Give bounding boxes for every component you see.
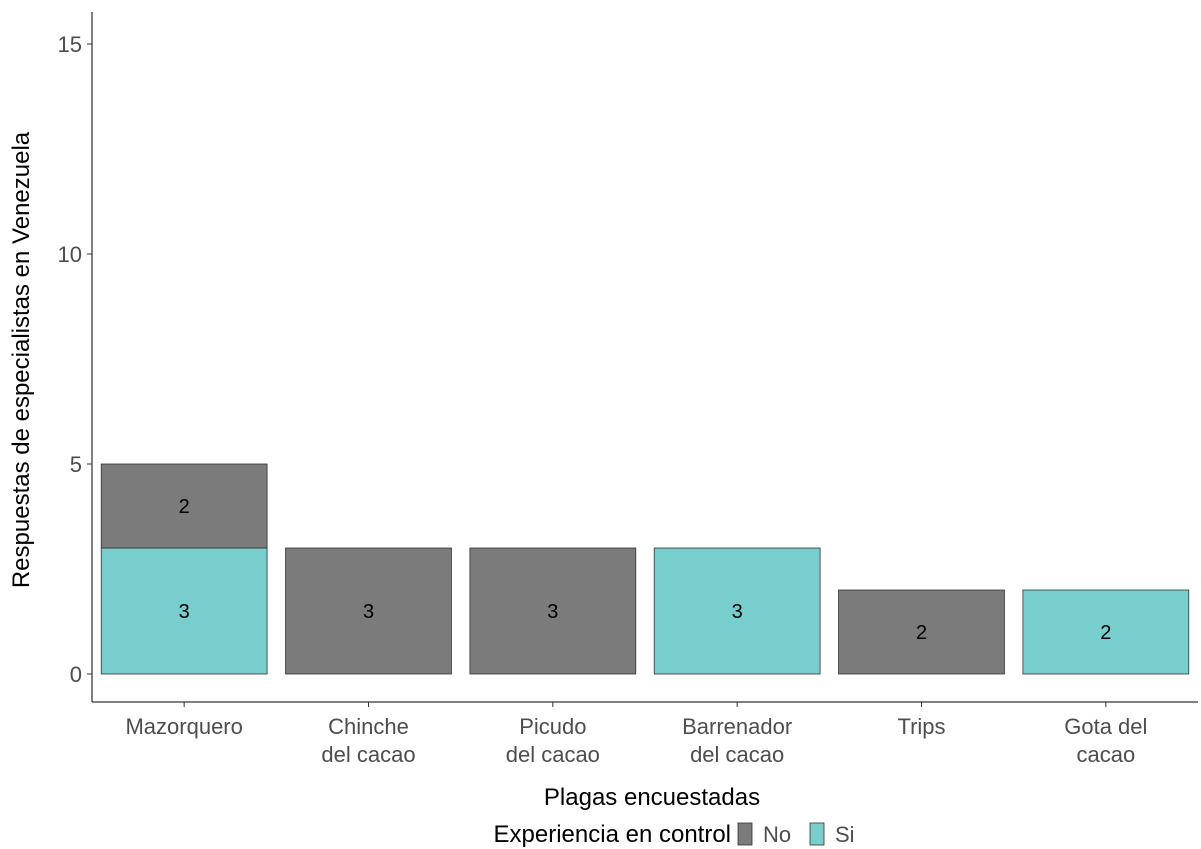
x-tick-label: Mazorquero (125, 714, 242, 739)
legend-item-label: Si (835, 822, 855, 847)
y-tick-label: 10 (58, 242, 82, 267)
bar-si (100, 547, 268, 675)
x-tick-label-line: Trips (897, 714, 945, 739)
bar-no (100, 463, 268, 549)
bar-value-label: 3 (547, 601, 558, 623)
x-tick-label: Trips (897, 714, 945, 739)
x-tick-label: Barrenador del cacao (682, 714, 792, 767)
bars: 3 2 3 3 3 2 2 (100, 463, 1190, 675)
x-tick-label-line: del cacao (506, 742, 600, 767)
y-axis-title: Respuestas de especialistas en Venezuela (8, 131, 35, 588)
bar-value-label: 3 (732, 601, 743, 623)
bar-value-label: 3 (179, 601, 190, 623)
bar-no (469, 547, 637, 675)
legend-item-label: No (763, 822, 791, 847)
y-tick-label: 5 (70, 452, 82, 477)
legend: Experiencia en control No Si (494, 821, 855, 848)
x-tick-label-line: cacao (1076, 742, 1135, 767)
bar-no (838, 589, 1005, 675)
bar-si (1022, 589, 1190, 675)
bar-value-label: 2 (1100, 622, 1111, 644)
x-tick-label-line: Picudo (519, 714, 586, 739)
x-axis: Mazorquero Chinche del cacao Picudo del caca… (92, 701, 1198, 767)
x-axis-title: Plagas encuestadas (544, 784, 760, 811)
x-tick-label-line: Gota del (1064, 714, 1147, 739)
bar-no (285, 547, 452, 675)
y-tick-label: 15 (58, 32, 82, 57)
x-tick-label-line: Barrenador (682, 714, 792, 739)
x-tick-label: Chinche del cacao (321, 714, 415, 767)
legend-title: Experiencia en control (494, 821, 731, 848)
x-tick-label-line: Mazorquero (125, 714, 242, 739)
legend-key-no (737, 822, 753, 846)
x-tick-label: Gota del cacao (1064, 714, 1147, 767)
bar-value-label: 2 (916, 622, 927, 644)
x-tick-label-line: Chinche (328, 714, 409, 739)
x-tick-label-line: del cacao (690, 742, 784, 767)
bar-si (653, 547, 821, 675)
y-tick-label: 0 (70, 662, 82, 687)
bar-value-label: 3 (363, 601, 374, 623)
bar-value-label: 2 (179, 496, 190, 518)
legend-key-si (809, 822, 825, 846)
x-tick-label: Picudo del cacao (506, 714, 600, 767)
y-axis: 0 5 10 15 (58, 12, 93, 702)
x-tick-label-line: del cacao (321, 742, 415, 767)
